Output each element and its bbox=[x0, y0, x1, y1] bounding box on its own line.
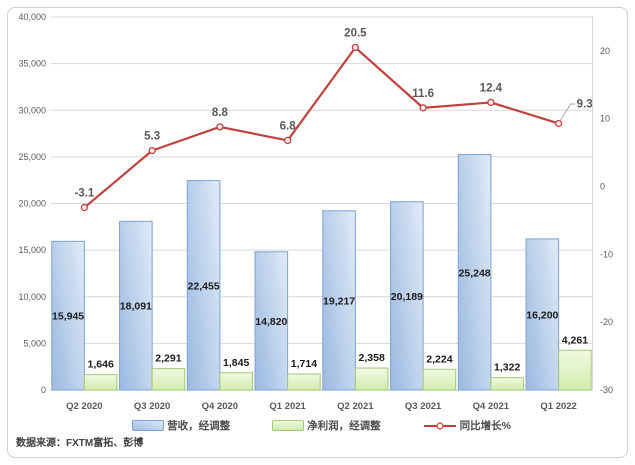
x-axis-label: Q4 2020 bbox=[202, 401, 238, 412]
bar-label-profit: 2,358 bbox=[359, 352, 385, 364]
y-axis-tick-left: 5,000 bbox=[23, 338, 46, 348]
x-axis-label: Q2 2020 bbox=[66, 401, 102, 412]
y-axis-tick-left: 25,000 bbox=[18, 152, 46, 162]
x-axis-label: Q1 2022 bbox=[540, 401, 576, 412]
bar-profit bbox=[422, 368, 457, 391]
y-axis-tick-left: 20,000 bbox=[18, 199, 46, 209]
bar-label-revenue: 19,217 bbox=[323, 295, 355, 307]
bar-label-revenue: 18,091 bbox=[120, 301, 152, 313]
bar-label-revenue: 16,200 bbox=[526, 309, 558, 321]
bar-revenue bbox=[525, 238, 560, 391]
y-axis-tick-right: 0 bbox=[600, 182, 605, 192]
y-axis-tick-right: 10 bbox=[600, 114, 610, 124]
growth-marker bbox=[148, 146, 156, 155]
growth-label: 8.8 bbox=[212, 107, 229, 119]
bar-profit bbox=[219, 372, 253, 391]
bar-revenue bbox=[51, 240, 85, 391]
label-leader-line bbox=[560, 103, 576, 121]
growth-label: 5.3 bbox=[144, 131, 160, 143]
bar-label-profit: 1,646 bbox=[88, 359, 114, 371]
y-axis-tick-left: 0 bbox=[41, 385, 46, 395]
growth-label: 20.5 bbox=[344, 28, 367, 40]
bar-label-profit: 2,291 bbox=[155, 353, 181, 365]
growth-marker bbox=[216, 123, 224, 131]
bar-revenue bbox=[390, 201, 424, 391]
bar-profit bbox=[83, 374, 118, 391]
growth-marker bbox=[419, 104, 427, 112]
bar-label-revenue: 22,455 bbox=[188, 280, 220, 292]
y-axis-tick-right: 20 bbox=[600, 46, 610, 56]
source-note: 数据来源：FXTM富拓、彭博 bbox=[16, 438, 144, 449]
bar-profit bbox=[354, 367, 389, 391]
x-axis-label: Q4 2021 bbox=[473, 401, 510, 412]
bar-revenue bbox=[186, 180, 221, 391]
legend-label-profit: 净利润，经调整 bbox=[307, 420, 381, 432]
bar-label-revenue: 25,248 bbox=[459, 267, 491, 279]
bar-revenue bbox=[119, 220, 153, 391]
bar-label-profit: 2,224 bbox=[426, 353, 452, 365]
y-axis-tick-left: 10,000 bbox=[18, 292, 46, 302]
bar-profit bbox=[558, 349, 592, 391]
growth-marker bbox=[487, 98, 495, 107]
y-axis-tick-left: 15,000 bbox=[18, 245, 46, 255]
bar-label-revenue: 15,945 bbox=[52, 311, 84, 323]
growth-marker bbox=[554, 119, 563, 128]
bar-label-profit: 1,322 bbox=[494, 362, 520, 374]
y-axis-tick-right: -10 bbox=[600, 249, 613, 259]
growth-line bbox=[83, 46, 559, 209]
legend-label-revenue: 营收，经调整 bbox=[167, 420, 231, 432]
growth-label: 12.4 bbox=[480, 82, 503, 94]
bar-label-revenue: 20,189 bbox=[391, 291, 423, 303]
legend-item-revenue: 营收，经调整 bbox=[132, 418, 230, 433]
growth-label: 9.3 bbox=[577, 98, 593, 110]
y-axis-tick-left: 40,000 bbox=[18, 12, 46, 22]
x-axis-label: Q1 2021 bbox=[269, 401, 306, 412]
profit-swatch-icon bbox=[272, 420, 305, 431]
legend-item-profit: 净利润，经调整 bbox=[272, 418, 381, 433]
bar-label-profit: 4,261 bbox=[562, 334, 588, 346]
revenue-swatch-icon bbox=[132, 420, 165, 431]
chart-legend: 营收，经调整 净利润，经调整 同比增长% bbox=[50, 418, 593, 433]
growth-label: 11.6 bbox=[412, 88, 434, 100]
x-axis-label: Q2 2021 bbox=[337, 401, 374, 412]
growth-label: -3.1 bbox=[74, 188, 94, 200]
legend-label-growth: 同比增长% bbox=[459, 420, 511, 432]
bar-profit bbox=[490, 377, 524, 391]
growth-label: 6.8 bbox=[280, 120, 297, 132]
growth-marker bbox=[80, 203, 89, 212]
x-axis-label: Q3 2020 bbox=[134, 401, 170, 412]
growth-marker bbox=[351, 43, 360, 52]
bar-revenue bbox=[322, 210, 356, 391]
y-axis-tick-right: -20 bbox=[600, 317, 613, 327]
bar-label-profit: 1,714 bbox=[291, 358, 317, 370]
y-axis-tick-left: 30,000 bbox=[18, 105, 46, 115]
growth-line-swatch-icon bbox=[423, 421, 456, 430]
y-axis-tick-left: 35,000 bbox=[18, 59, 46, 69]
growth-marker bbox=[283, 136, 292, 145]
bar-label-profit: 1,845 bbox=[223, 357, 249, 369]
bar-profit bbox=[287, 373, 321, 391]
y-axis-tick-right: -30 bbox=[600, 385, 613, 395]
legend-item-growth: 同比增长% bbox=[423, 418, 511, 433]
bar-revenue bbox=[254, 251, 289, 391]
bar-label-revenue: 14,820 bbox=[255, 316, 287, 328]
bar-revenue bbox=[457, 154, 492, 391]
bar-profit bbox=[151, 368, 186, 391]
x-axis-label: Q3 2021 bbox=[405, 401, 442, 412]
